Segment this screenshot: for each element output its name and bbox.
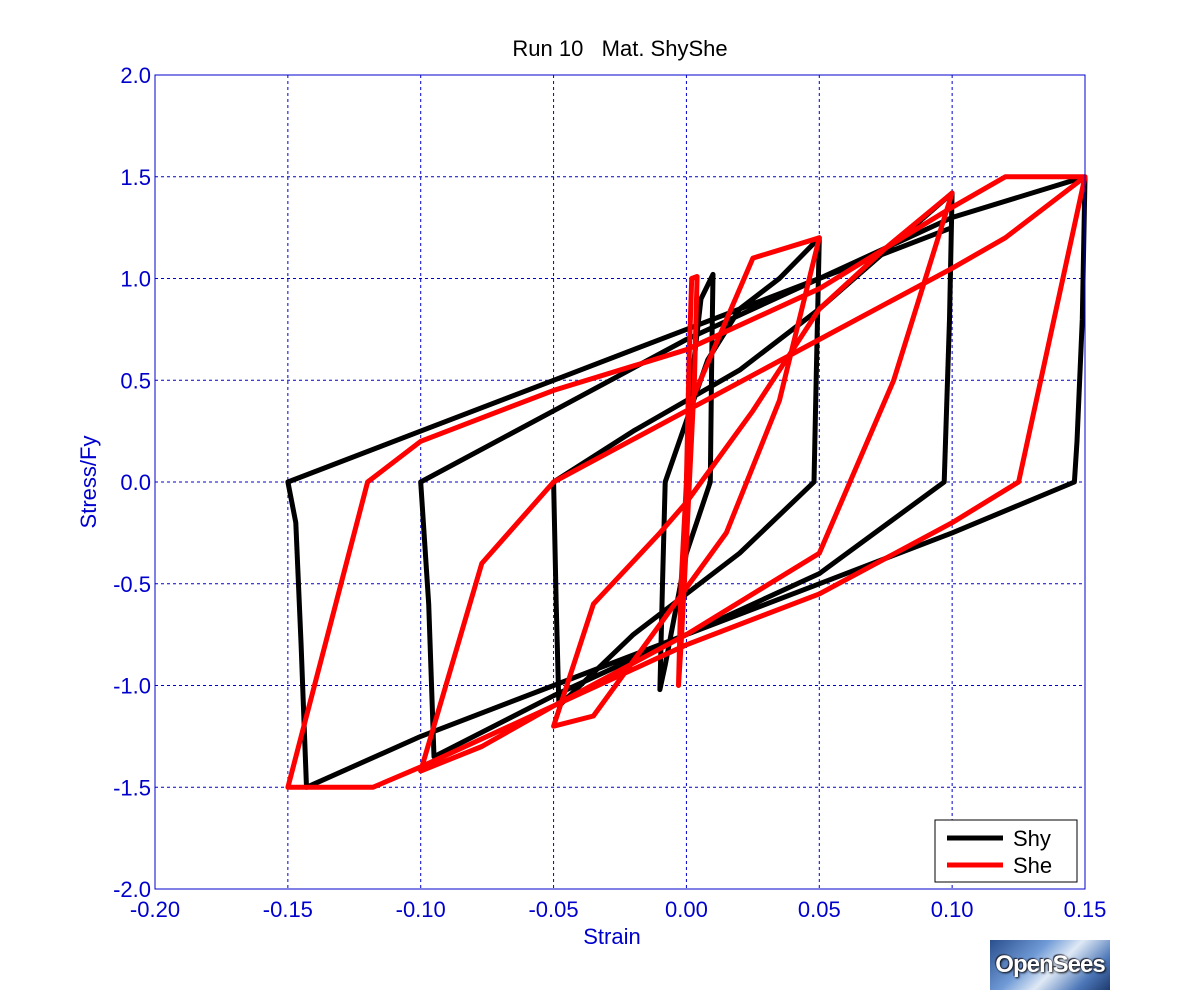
y-tick-label: -2.0 xyxy=(113,877,151,902)
y-tick-label: 0.0 xyxy=(120,470,151,495)
legend-box xyxy=(934,819,1078,883)
opensees-logo: OpenSees xyxy=(990,940,1110,990)
legend-label-shy: Shy xyxy=(1013,826,1051,851)
legend: Shy She xyxy=(934,819,1078,883)
y-axis-label: Stress/Fy xyxy=(76,436,101,529)
series-group xyxy=(285,174,1088,790)
series-line-she xyxy=(285,174,1088,790)
x-tick-label: -0.20 xyxy=(130,897,180,922)
y-tick-label: 1.0 xyxy=(120,267,151,292)
tick-labels: -0.20 -0.15 -0.10 -0.05 0.00 0.05 0.10 0.15 -2.0… xyxy=(113,63,1106,922)
x-tick-label: -0.15 xyxy=(263,897,313,922)
logo-text: OpenSees xyxy=(995,951,1105,978)
y-tick-label: 2.0 xyxy=(120,63,151,88)
y-tick-label: 0.5 xyxy=(120,368,151,393)
y-tick-label: 1.5 xyxy=(120,165,151,190)
x-tick-label: 0.10 xyxy=(931,897,974,922)
y-tick-label: -1.0 xyxy=(113,674,151,699)
chart-title: Run 10 Mat. ShyShe xyxy=(512,36,727,61)
x-tick-label: 0.05 xyxy=(798,897,841,922)
x-tick-label: 0.15 xyxy=(1064,897,1107,922)
plot-frame xyxy=(154,74,1086,890)
x-tick-label: -0.05 xyxy=(528,897,578,922)
y-tick-label: -0.5 xyxy=(113,572,151,597)
y-tick-label: -1.5 xyxy=(113,775,151,800)
series-line-shy xyxy=(285,174,1088,790)
x-tick-label: 0.00 xyxy=(665,897,708,922)
x-tick-label: -0.10 xyxy=(396,897,446,922)
legend-label-she: She xyxy=(1013,853,1052,878)
x-axis-label: Strain xyxy=(583,924,640,949)
